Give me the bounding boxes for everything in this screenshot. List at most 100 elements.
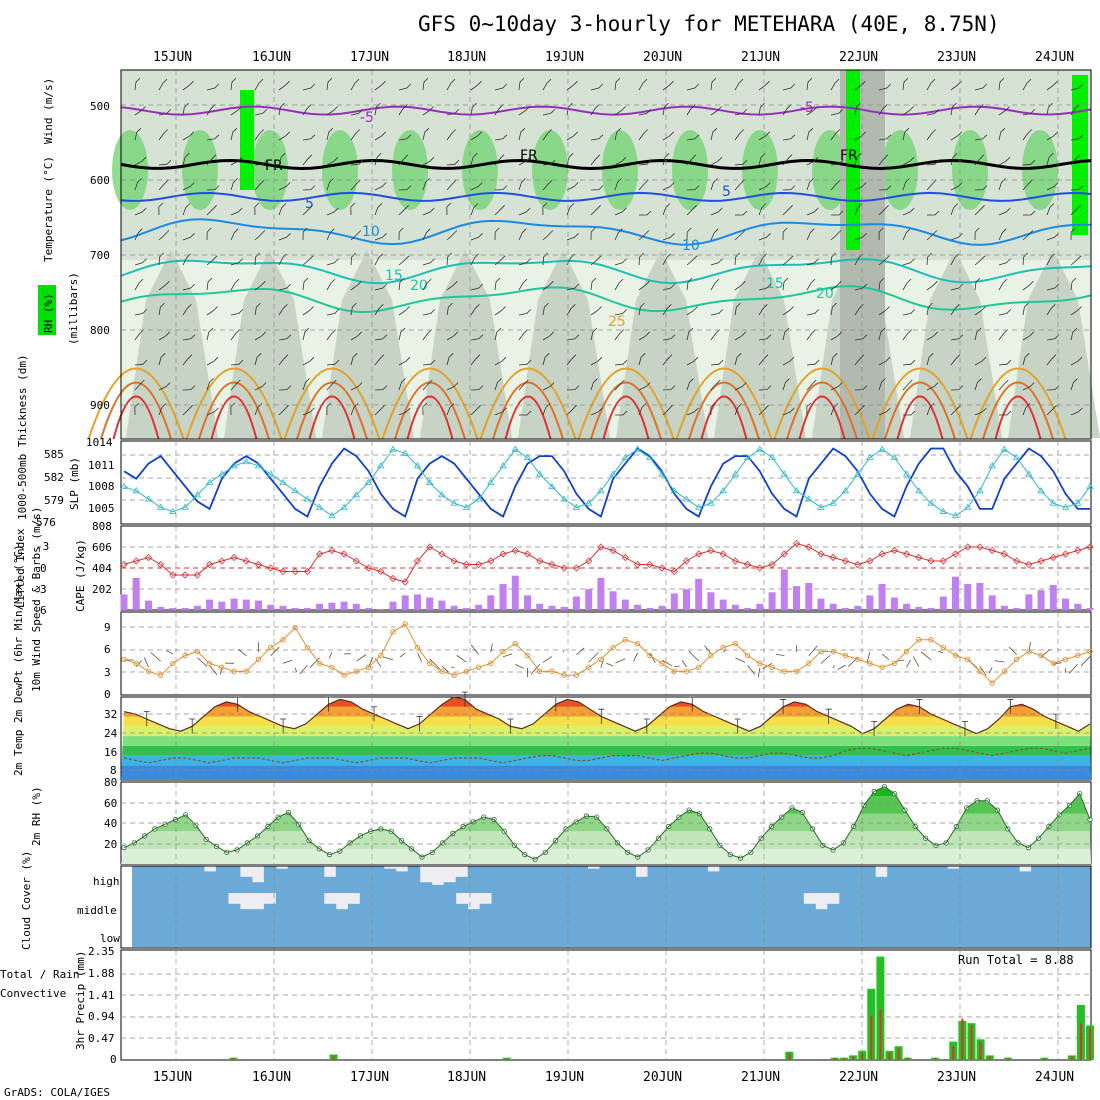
wind-barb xyxy=(158,302,165,316)
wind-barb xyxy=(710,156,723,166)
cape-bar xyxy=(169,607,177,610)
temp-ylabel: 2m Temp 2m DewPt (6hr Min/Max) (°C) xyxy=(12,544,25,776)
cloud-cell xyxy=(455,876,469,893)
cloud-panel: high middle low Cloud Cover (%) xyxy=(20,851,1092,950)
wind-barb xyxy=(494,327,502,341)
cloud-cell xyxy=(371,866,385,893)
cloud-cell xyxy=(1079,866,1092,893)
cloud-cell xyxy=(911,893,924,920)
cape-bar xyxy=(475,604,483,610)
wind-barb xyxy=(1023,210,1036,216)
cloud-cell xyxy=(707,893,720,920)
cape-bar xyxy=(988,595,996,610)
cloud-cell xyxy=(335,920,349,947)
wind-barb xyxy=(638,252,644,266)
wind-barb xyxy=(998,156,1011,166)
wind-barb xyxy=(686,104,696,116)
wind-barb xyxy=(878,134,892,141)
wind-barb xyxy=(158,280,170,291)
wind-speed-point xyxy=(891,660,898,667)
cape-bar xyxy=(1025,594,1033,610)
temp-minmax-bar xyxy=(507,718,514,734)
wind-barb xyxy=(446,78,456,91)
wind-barb xyxy=(422,228,431,241)
wind-barb xyxy=(446,129,456,141)
wind-barb xyxy=(302,378,310,391)
cloud-cell xyxy=(1007,866,1020,893)
cloud-cell xyxy=(407,893,421,920)
cloud-cell xyxy=(731,866,744,893)
cloud-cell xyxy=(839,893,852,920)
wind-barb xyxy=(588,652,599,663)
wind-barb xyxy=(1046,131,1059,141)
wind-barb xyxy=(350,230,362,241)
wind-barb xyxy=(470,644,479,655)
cloud-cell xyxy=(839,920,852,947)
cloud-cell xyxy=(371,893,385,920)
wind-barb xyxy=(782,205,793,216)
contour-label: FR xyxy=(840,148,858,164)
wind-barb xyxy=(230,77,237,91)
cloud-cell xyxy=(527,893,541,920)
li-line xyxy=(123,542,1091,583)
cape-bar xyxy=(267,604,275,610)
wind-barb xyxy=(590,205,601,216)
wind-barb xyxy=(782,185,796,191)
wind-barb xyxy=(374,153,382,166)
wind-barb xyxy=(590,306,602,316)
thickness-point xyxy=(927,499,935,506)
wind-speed-point xyxy=(390,629,396,635)
wind-barb xyxy=(542,353,550,366)
wind-barb xyxy=(206,277,213,291)
wind-barb xyxy=(974,83,988,91)
li-point xyxy=(303,567,311,576)
wind-speed-point xyxy=(500,648,506,655)
cape-bar xyxy=(181,607,189,610)
wind-speed-point xyxy=(304,644,311,651)
thickness-point xyxy=(1086,482,1094,490)
wind-barb xyxy=(806,156,819,166)
wind-barb xyxy=(912,656,920,667)
cloud-cell xyxy=(851,866,864,893)
cloud-cell xyxy=(611,920,624,947)
wind-barb xyxy=(134,156,147,166)
wind-barb xyxy=(974,205,985,216)
wind-barb xyxy=(734,353,742,366)
cape-bar xyxy=(462,607,470,610)
cloud-cell xyxy=(144,893,157,920)
wind-barb xyxy=(542,202,548,216)
cape-bar xyxy=(1074,603,1082,610)
cloud-cell xyxy=(707,871,720,893)
temp-band xyxy=(121,745,1091,756)
cloud-cell xyxy=(719,893,732,920)
wind-barb xyxy=(854,80,866,91)
cloud-cell xyxy=(599,920,612,947)
wind-barb xyxy=(182,203,191,216)
cloud-cell xyxy=(767,893,780,920)
warm-contour xyxy=(786,381,858,440)
cloud-level-low: low xyxy=(100,932,120,945)
contour-label: -5 xyxy=(360,110,374,126)
wind-barb xyxy=(134,228,143,241)
wind-barb xyxy=(806,178,814,191)
wind-barb xyxy=(806,127,814,141)
wind-speed-point xyxy=(757,660,763,667)
cloud-cell xyxy=(347,866,361,893)
wind-barb xyxy=(302,83,316,91)
wind-barb xyxy=(576,647,585,656)
wind-speed-point xyxy=(989,680,995,686)
thickness-point xyxy=(756,445,764,452)
temp-band xyxy=(121,716,1091,727)
cape-bar xyxy=(536,603,544,610)
precip-conv-bar xyxy=(1070,1056,1073,1060)
cape-bar xyxy=(132,577,140,610)
contour-label: 5 xyxy=(305,196,314,212)
cloud-cell xyxy=(899,920,912,947)
cloud-cell xyxy=(383,893,397,920)
wind-barb xyxy=(134,309,148,316)
cloud-cell xyxy=(767,920,780,947)
cape-bar xyxy=(230,598,238,610)
cape-bar xyxy=(768,592,776,610)
wind-barb xyxy=(866,652,871,662)
